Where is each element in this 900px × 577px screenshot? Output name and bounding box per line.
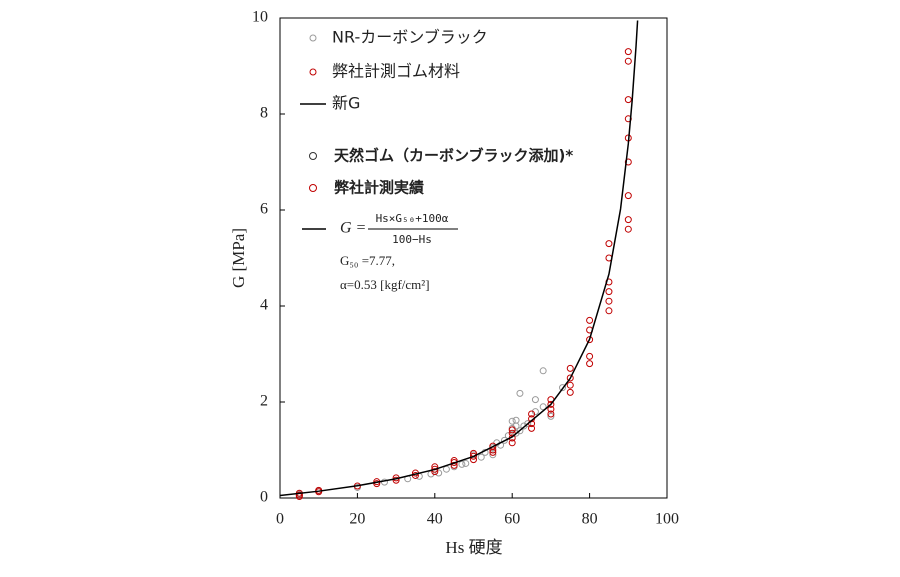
legend-marker <box>309 34 317 42</box>
data-point <box>520 422 528 430</box>
data-point <box>624 192 632 200</box>
data-point <box>566 364 574 372</box>
legend-label: 弊社計測ゴム材料 <box>332 62 460 81</box>
data-point <box>477 453 485 461</box>
y-tick-label: 2 <box>260 393 268 410</box>
data-point <box>586 316 594 324</box>
formula-numerator: Hs×G₅₀+100α <box>376 212 449 225</box>
legend-label: 新G <box>332 94 360 113</box>
x-tick-label: 0 <box>276 511 284 528</box>
formula-note: α=0.53 [kgf/cm²] <box>340 277 430 292</box>
data-point <box>531 408 539 416</box>
data-point <box>605 307 613 315</box>
data-point <box>508 426 516 434</box>
x-axis-label: Hs 硬度 <box>445 538 502 557</box>
data-point <box>624 216 632 224</box>
data-point <box>512 416 520 424</box>
data-point <box>373 480 381 488</box>
data-point <box>624 158 632 166</box>
data-point <box>566 374 574 382</box>
data-point <box>508 439 516 447</box>
data-point <box>462 459 470 467</box>
y-tick-label: 10 <box>252 9 268 26</box>
data-point <box>624 115 632 123</box>
data-point <box>566 388 574 396</box>
fit-curve <box>279 20 639 497</box>
x-tick-label: 40 <box>427 511 443 528</box>
data-point <box>528 410 536 418</box>
data-point <box>392 476 400 484</box>
x-tick-label: 80 <box>582 511 598 528</box>
y-tick-label: 8 <box>260 105 268 122</box>
data-point <box>605 240 613 248</box>
data-point <box>489 451 497 459</box>
data-point <box>524 420 532 428</box>
legend-label: NR-カーボンブラック <box>332 28 488 47</box>
data-point <box>586 352 594 360</box>
data-point <box>380 478 388 486</box>
data-point <box>547 405 555 413</box>
legend-marker <box>309 152 317 160</box>
data-point <box>586 360 594 368</box>
data-point <box>531 396 539 404</box>
data-point <box>559 384 567 392</box>
data-point <box>624 96 632 104</box>
data-point <box>458 460 466 468</box>
data-point <box>624 225 632 233</box>
data-point <box>605 297 613 305</box>
y-axis-label: G [MPa] <box>229 228 248 288</box>
legend-marker <box>309 68 317 76</box>
y-tick-label: 0 <box>260 489 268 506</box>
legend-label: 弊社計測実績 <box>334 179 424 197</box>
y-tick-label: 4 <box>260 297 268 314</box>
data-point <box>431 468 439 476</box>
y-tick-label: 6 <box>260 201 268 218</box>
data-point <box>624 57 632 65</box>
data-point <box>539 367 547 375</box>
data-point <box>605 288 613 296</box>
data-point <box>547 412 555 420</box>
data-point <box>295 491 303 499</box>
data-point <box>435 469 443 477</box>
formula-note: G₅₀ =7.77, <box>340 253 395 268</box>
data-point <box>547 410 555 418</box>
legend-marker <box>309 184 317 192</box>
formula-denominator: 100−Hs <box>392 233 432 246</box>
data-point <box>470 452 477 460</box>
data-point <box>508 417 516 425</box>
data-point <box>516 427 524 435</box>
data-point <box>624 48 632 56</box>
data-point <box>489 442 497 450</box>
x-tick-label: 60 <box>504 511 520 528</box>
data-point <box>528 424 536 432</box>
data-point <box>539 403 547 411</box>
legend-label: 天然ゴム（カーボンブラック添加)* <box>334 147 573 165</box>
formula-lhs: G = <box>340 220 366 237</box>
data-point <box>566 381 574 389</box>
plot-frame <box>279 17 668 499</box>
data-point <box>442 465 450 473</box>
x-tick-label: 100 <box>655 511 679 528</box>
data-point <box>547 400 555 408</box>
data-point <box>516 389 524 397</box>
x-tick-label: 20 <box>349 511 365 528</box>
data-point <box>500 436 508 444</box>
